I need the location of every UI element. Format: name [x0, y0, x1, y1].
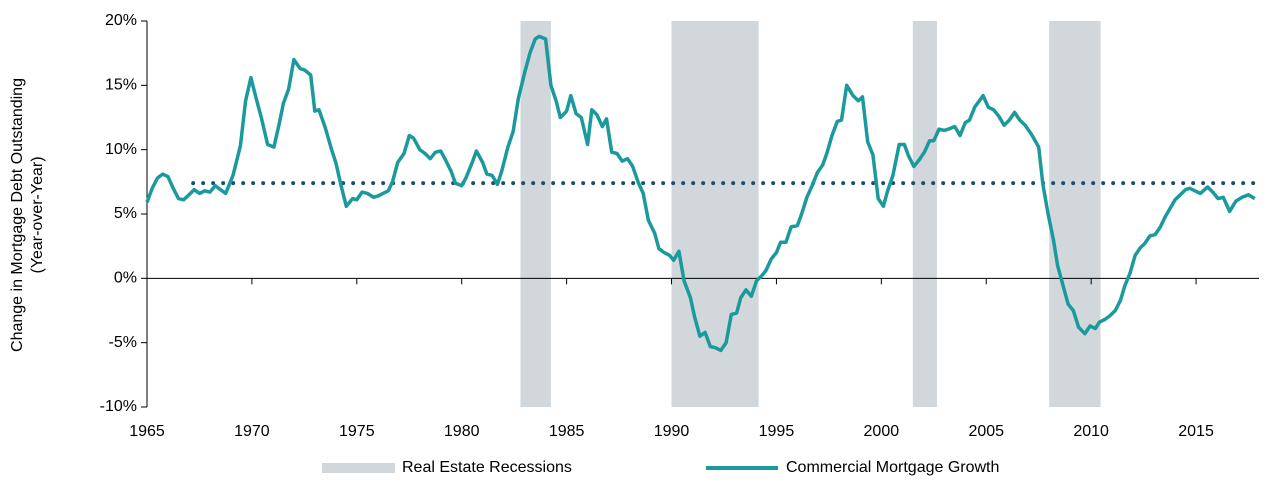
recession-band [520, 21, 551, 407]
growth-line [145, 34, 1256, 353]
y-tick-label: 0% [114, 270, 137, 287]
x-tick-label: 1980 [444, 423, 480, 440]
x-tick-label: 1975 [339, 423, 375, 440]
recession-band [1049, 21, 1101, 407]
x-tick-label: 1965 [129, 423, 165, 440]
y-axis-label: (Year-over-Year) [29, 156, 46, 273]
x-tick-label: 1970 [234, 423, 270, 440]
x-tick-label: 1985 [549, 423, 585, 440]
x-tick-label: 1995 [759, 423, 795, 440]
x-tick-label: 2015 [1178, 423, 1214, 440]
x-tick-label: 2010 [1073, 423, 1109, 440]
y-tick-label: 15% [105, 77, 137, 94]
x-tick-label: 2005 [968, 423, 1004, 440]
legend-swatch [322, 463, 395, 473]
y-tick-label: 5% [114, 205, 137, 222]
y-tick-label: -5% [109, 334, 137, 351]
y-tick-label: 10% [105, 141, 137, 158]
recession-band [671, 21, 759, 407]
legend-label: Commercial Mortgage Growth [786, 459, 999, 476]
y-tick-label: 20% [105, 12, 137, 29]
recession-band [912, 21, 937, 407]
legend-label: Real Estate Recessions [402, 459, 572, 476]
y-tick-label: -10% [100, 398, 137, 415]
x-tick-label: 1990 [654, 423, 690, 440]
x-tick-label: 2000 [864, 423, 900, 440]
y-axis-label: Change in Mortgage Debt Outstanding [9, 78, 26, 352]
